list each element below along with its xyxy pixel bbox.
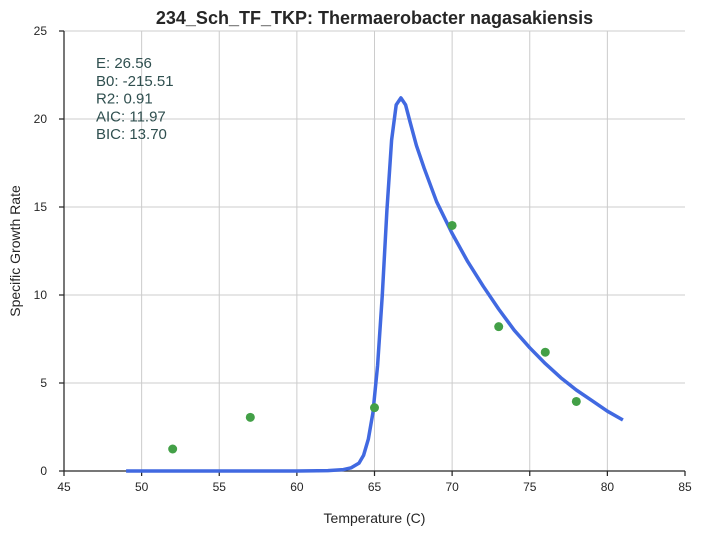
fit-stat-line: BIC: 13.70 bbox=[96, 126, 167, 143]
fit-stat-line: B0: -215.51 bbox=[96, 73, 174, 90]
data-point bbox=[540, 347, 550, 357]
data-point bbox=[447, 220, 457, 230]
x-tick-label: 50 bbox=[135, 480, 149, 494]
chart-title: 234_Sch_TF_TKP: Thermaerobacter nagasaki… bbox=[156, 8, 593, 28]
data-point bbox=[571, 396, 581, 406]
fit-stat-line: AIC: 11.97 bbox=[96, 108, 166, 125]
plot-area bbox=[126, 96, 624, 473]
data-point bbox=[245, 412, 255, 422]
fit-stat-line: R2: 0.91 bbox=[96, 91, 153, 108]
y-tick-label: 0 bbox=[40, 464, 47, 478]
data-point bbox=[370, 403, 379, 413]
y-axis-label: Specific Growth Rate bbox=[7, 185, 23, 317]
x-tick-label: 75 bbox=[523, 480, 537, 494]
y-tick-label: 15 bbox=[34, 200, 48, 214]
data-point bbox=[494, 322, 504, 332]
grid bbox=[64, 30, 685, 471]
x-axis-ticks: 45 50 55 60 65 70 75 80 85 bbox=[57, 471, 692, 494]
y-tick-label: 20 bbox=[34, 112, 48, 126]
x-tick-label: 60 bbox=[290, 480, 304, 494]
x-axis-label: Temperature (C) bbox=[324, 510, 426, 526]
y-tick-label: 10 bbox=[34, 288, 48, 302]
y-tick-label: 25 bbox=[34, 24, 48, 38]
x-tick-label: 70 bbox=[445, 480, 459, 494]
x-tick-label: 55 bbox=[213, 480, 227, 494]
x-tick-label: 85 bbox=[678, 480, 692, 494]
y-axis-ticks: 0 5 10 15 20 25 bbox=[34, 24, 64, 478]
x-tick-label: 65 bbox=[368, 480, 382, 494]
fit-stat-line: E: 26.56 bbox=[96, 55, 152, 72]
fit-curve bbox=[126, 96, 624, 473]
y-tick-label: 5 bbox=[40, 376, 47, 390]
data-point bbox=[168, 444, 178, 454]
x-tick-label: 45 bbox=[57, 480, 71, 494]
x-tick-label: 80 bbox=[601, 480, 615, 494]
